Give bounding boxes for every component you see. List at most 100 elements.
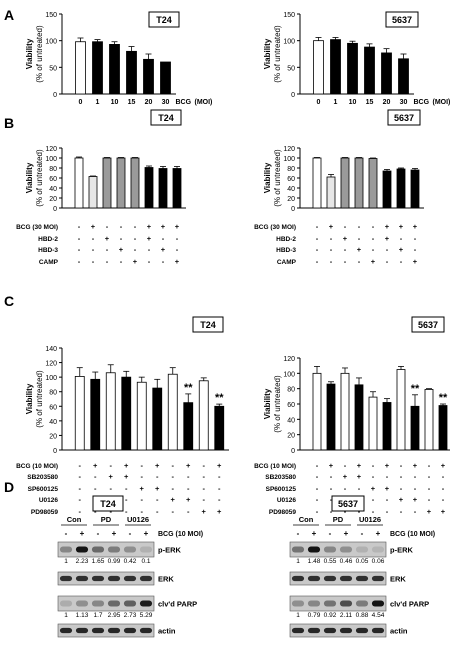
y-tick-label: 60	[49, 404, 57, 411]
treatment-sign: -	[218, 484, 221, 493]
blot-band	[92, 547, 104, 553]
y-tick-label: 20	[49, 433, 57, 440]
treatment-sign: -	[125, 495, 128, 504]
treatment-sign: +	[109, 472, 114, 481]
blot-sign: +	[312, 529, 317, 538]
blot-band	[372, 601, 384, 607]
treatment-row-label: BCG (30 MOI)	[16, 224, 58, 231]
blot-sign: +	[80, 529, 85, 538]
x-tick-label: 30	[162, 99, 170, 106]
blot-band	[356, 601, 368, 607]
treatment-sign: -	[428, 472, 431, 481]
blot-band	[92, 576, 104, 581]
blot-quantification: 1	[296, 612, 300, 619]
treatment-sign: -	[176, 234, 179, 243]
treatment-sign: -	[316, 257, 319, 266]
bar	[355, 158, 363, 208]
chart-title: 5637	[418, 320, 438, 330]
blot-band	[372, 547, 384, 553]
y-tick-label: 40	[287, 186, 295, 193]
treatment-sign: -	[187, 484, 190, 493]
treatment-row-label: SB203580	[27, 474, 58, 481]
bar	[89, 177, 97, 209]
blot-sign: -	[65, 529, 68, 538]
blot-group-label: U0126	[127, 515, 149, 524]
panel-label-d: D	[4, 479, 14, 495]
chart-title: 5637	[392, 15, 412, 25]
blot-band	[92, 601, 104, 607]
treatment-row-label: SB203580	[265, 474, 296, 481]
treatment-row-label: HBD-3	[276, 247, 296, 254]
treatment-sign: -	[172, 484, 175, 493]
treatment-sign: -	[330, 472, 333, 481]
x-trail-label: (MOI)	[433, 99, 450, 106]
bar	[369, 159, 377, 209]
chart-title: T24	[158, 113, 174, 123]
y-tick-label: 0	[291, 92, 295, 99]
y-tick-label: 120	[283, 356, 295, 363]
y-tick-label: 60	[287, 176, 295, 183]
bar	[144, 59, 154, 94]
treatment-sign: -	[344, 484, 347, 493]
blot-sign: -	[329, 529, 332, 538]
treatment-sign: +	[385, 461, 390, 470]
treatment-sign: +	[343, 472, 348, 481]
treatment-sign: -	[386, 245, 389, 254]
blot-band	[324, 601, 336, 607]
blot-band	[140, 628, 152, 633]
treatment-row-label: SP600125	[266, 486, 297, 493]
bar	[314, 41, 324, 94]
blot-band	[108, 628, 120, 633]
blot-quantification: 0.55	[324, 558, 337, 565]
bar	[341, 373, 349, 450]
treatment-sign: -	[358, 257, 361, 266]
treatment-sign: +	[413, 461, 418, 470]
blot-band	[124, 576, 136, 581]
treatment-sign: -	[78, 222, 81, 231]
y-tick-label: 80	[287, 387, 295, 394]
treatment-sign: -	[358, 484, 361, 493]
treatment-sign: -	[358, 222, 361, 231]
blot-band	[124, 547, 136, 553]
blot-band	[324, 628, 336, 633]
treatment-sign: +	[217, 507, 222, 516]
blot-protein-label: actin	[158, 627, 176, 636]
treatment-sign: +	[105, 234, 110, 243]
bar	[110, 44, 120, 94]
panel-label-a: A	[4, 7, 14, 23]
chart-title: T24	[200, 320, 216, 330]
blot-band	[140, 547, 152, 553]
treatment-sign: -	[372, 245, 375, 254]
treatment-sign: -	[316, 222, 319, 231]
blot-band	[124, 628, 136, 633]
treatment-sign: +	[399, 495, 404, 504]
treatment-sign: -	[372, 234, 375, 243]
treatment-sign: -	[141, 461, 144, 470]
bar	[439, 406, 447, 450]
treatment-sign: -	[442, 484, 445, 493]
treatment-sign: -	[414, 507, 417, 516]
treatment-sign: -	[203, 495, 206, 504]
treatment-sign: +	[399, 245, 404, 254]
blot-quantification: 1.48	[308, 558, 321, 565]
treatment-sign: -	[414, 234, 417, 243]
y-tick-label: 150	[45, 12, 57, 19]
blot-band	[60, 601, 72, 607]
y-tick-label: 20	[49, 196, 57, 203]
treatment-sign: -	[110, 461, 113, 470]
bar	[75, 376, 84, 450]
blot-band	[76, 547, 88, 553]
blot-quantification: 4.54	[372, 612, 385, 619]
y-axis-label: (% of untreated)	[273, 25, 282, 83]
blot-band	[60, 576, 72, 581]
treatment-sign: -	[94, 484, 97, 493]
y-tick-label: 20	[287, 196, 295, 203]
y-axis-label: (% of untreated)	[273, 149, 282, 207]
blot-protein-label: ERK	[158, 575, 174, 584]
blot-quantification: 0.06	[372, 558, 385, 565]
